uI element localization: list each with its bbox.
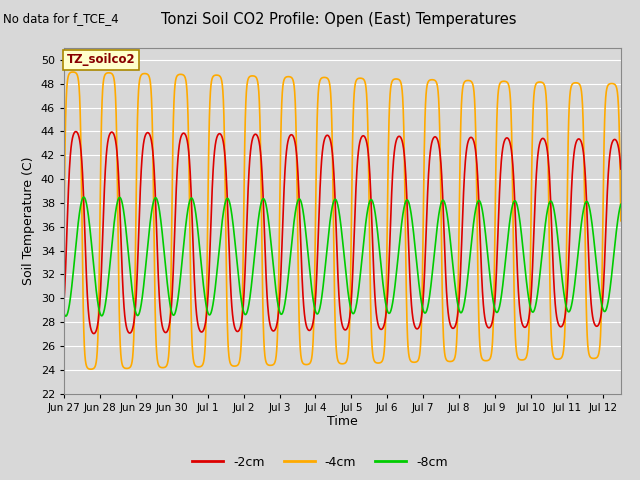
-8cm — [428, 272, 436, 277]
-2cm — [184, 143, 192, 148]
X-axis label: Time: Time — [327, 415, 358, 429]
-4cm — [234, 361, 242, 367]
-8cm — [420, 310, 428, 316]
-8cm — [184, 206, 192, 212]
Line: -4cm: -4cm — [64, 72, 621, 369]
-2cm — [60, 299, 68, 305]
-8cm — [565, 309, 573, 315]
-4cm — [87, 366, 95, 372]
-2cm — [617, 166, 625, 172]
-2cm — [602, 240, 609, 245]
Y-axis label: Soil Temperature (C): Soil Temperature (C) — [22, 156, 35, 285]
-4cm — [184, 112, 192, 118]
-4cm — [602, 100, 609, 106]
-8cm — [80, 194, 88, 200]
-2cm — [428, 138, 436, 144]
-4cm — [420, 140, 428, 145]
-2cm — [72, 129, 80, 134]
-2cm — [565, 254, 573, 260]
-8cm — [234, 272, 242, 278]
-2cm — [420, 273, 428, 279]
Line: -2cm: -2cm — [64, 132, 621, 334]
Text: Tonzi Soil CO2 Profile: Open (East) Temperatures: Tonzi Soil CO2 Profile: Open (East) Temp… — [161, 12, 517, 27]
-8cm — [62, 313, 70, 319]
-4cm — [60, 218, 68, 224]
-4cm — [69, 69, 77, 75]
-4cm — [428, 77, 436, 83]
-2cm — [234, 328, 242, 334]
Text: TZ_soilco2: TZ_soilco2 — [67, 53, 136, 66]
-8cm — [60, 311, 68, 316]
Line: -8cm: -8cm — [64, 197, 621, 316]
Text: No data for f_TCE_4: No data for f_TCE_4 — [3, 12, 119, 25]
-8cm — [617, 202, 625, 207]
-4cm — [617, 218, 625, 224]
-4cm — [565, 112, 573, 118]
-8cm — [602, 308, 609, 314]
Legend: -2cm, -4cm, -8cm: -2cm, -4cm, -8cm — [187, 451, 453, 474]
-2cm — [90, 331, 98, 336]
